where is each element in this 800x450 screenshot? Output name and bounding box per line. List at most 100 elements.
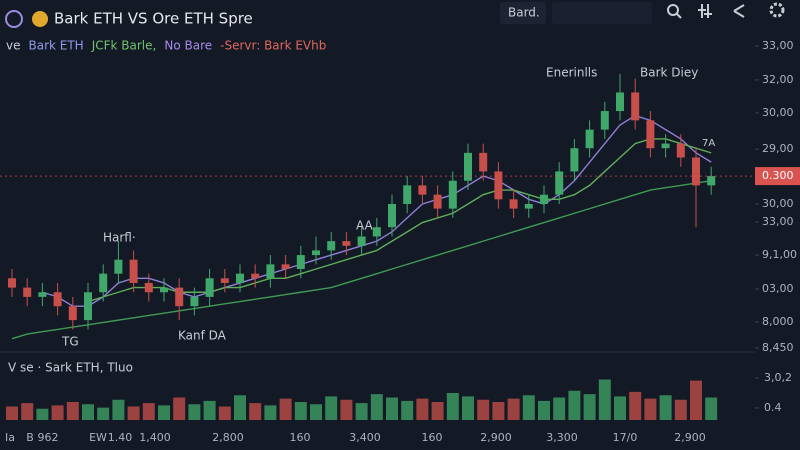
candle-body: [433, 194, 442, 209]
y-tick-label: 33,00: [762, 39, 794, 52]
share-icon[interactable]: [733, 4, 745, 18]
candle-body: [160, 287, 168, 293]
annotation: 7A: [702, 138, 715, 149]
x-axis: Ia B 962 EW 1.40 1,400 2,800 160 3,400 160 2,900 3,…: [5, 431, 706, 444]
x-axis-label: 2,900: [480, 431, 512, 444]
volume-bar: [66, 402, 79, 420]
volume-bar: [583, 394, 596, 420]
x-axis-label: 2,800: [212, 431, 244, 444]
x-axis-label: EW: [89, 431, 107, 444]
candle-body: [236, 273, 244, 283]
x-axis-label: 2,900: [674, 431, 706, 444]
y-tick-label: 30,00: [762, 106, 794, 119]
volume-bar: [674, 399, 687, 420]
annotation: Bark Diey: [640, 66, 698, 80]
app-logo[interactable]: [5, 10, 23, 28]
volume-bar: [173, 397, 186, 420]
candle-body: [312, 250, 320, 256]
volume-bar: [644, 398, 657, 420]
search-icon[interactable]: [667, 4, 679, 16]
candle-body: [372, 227, 381, 237]
annotation: TG: [61, 335, 79, 349]
candle-body: [357, 236, 366, 246]
volume-bar: [690, 380, 702, 420]
candle-body: [464, 152, 472, 181]
candle-body: [509, 199, 518, 209]
candle-body: [53, 292, 62, 307]
candle-body: [342, 241, 351, 246]
volume-bar: [629, 391, 642, 420]
y-tick-label: 29,00: [762, 142, 794, 155]
candle-body: [190, 296, 199, 307]
candle-body: [144, 282, 153, 293]
volume-bar: [264, 405, 277, 420]
price-label: 0.300: [762, 169, 794, 182]
legend-entry: JCFk Barle,: [91, 39, 157, 53]
candle-body: [327, 241, 336, 251]
symbol-title: Bark ETH VS Ore ETH Spre: [54, 10, 253, 28]
candle-body: [38, 292, 47, 297]
ma-line: [11, 180, 712, 340]
annotation: AA: [356, 219, 374, 233]
volume-bar: [416, 398, 429, 420]
volume-bar: [21, 403, 34, 420]
x-axis-label: 160: [290, 431, 311, 444]
candle-body: [8, 278, 16, 288]
volume-tick-label: 0.4: [764, 401, 782, 414]
candle-body: [281, 264, 290, 270]
volume-bar: [158, 405, 170, 420]
toolbar-button-label: Bard.: [508, 6, 540, 20]
volume-bar: [462, 396, 474, 420]
volume-bar: [97, 407, 110, 420]
coin-icon: [32, 11, 48, 27]
candle-body: [220, 278, 229, 283]
x-axis-label: 962: [38, 431, 59, 444]
volume-bar: [705, 397, 718, 420]
settings-sliders-icon[interactable]: [698, 4, 712, 18]
volume-bar: [234, 395, 246, 420]
volume-bar: [51, 405, 64, 420]
toolbar-button[interactable]: [500, 2, 546, 24]
candle-body: [524, 203, 533, 209]
y-tick-label: 9,1,00: [762, 248, 797, 261]
candle-body: [600, 111, 609, 130]
volume-bar: [203, 400, 216, 420]
volume-bar: [36, 408, 49, 420]
y-tick-label: 30,00: [762, 197, 794, 210]
volume-bar: [188, 404, 201, 420]
volume-bar: [598, 379, 611, 420]
volume-bar: [507, 398, 520, 420]
volume-bar: [325, 396, 338, 420]
candle-body: [251, 273, 260, 279]
volume-bar: [477, 399, 490, 420]
legend-entry: ve: [6, 39, 20, 53]
toolbar-field[interactable]: [552, 2, 652, 24]
candle-body: [114, 259, 123, 274]
candle-body: [84, 292, 92, 321]
volume-bar: [294, 402, 307, 420]
candle-body: [570, 148, 579, 172]
candle-body: [418, 185, 427, 195]
legend-entry: -Servr: Bark EVhb: [220, 39, 326, 53]
annotation: Harfl·: [103, 231, 136, 245]
candle-body: [631, 92, 640, 121]
price-label-box: [755, 167, 800, 186]
x-axis-label: 1,400: [139, 431, 171, 444]
volume-bar: [386, 397, 398, 420]
volume-bar: [142, 403, 155, 420]
gear-icon[interactable]: [769, 2, 785, 18]
y-tick-label: 8,000: [762, 315, 794, 328]
candle-body: [692, 157, 700, 186]
volume-bar: [370, 394, 383, 420]
x-axis-label: 3,300: [546, 431, 578, 444]
x-axis-label: 160: [422, 431, 443, 444]
candle-body: [676, 143, 685, 158]
candle-body: [403, 185, 412, 204]
candle-body: [448, 180, 457, 209]
x-axis-label: Ia: [5, 431, 15, 444]
legend-entry: No Bare: [164, 39, 212, 53]
volume-bar: [538, 400, 550, 420]
volume-bar: [614, 396, 626, 420]
candle-body: [479, 152, 488, 172]
candle-body: [616, 92, 624, 112]
